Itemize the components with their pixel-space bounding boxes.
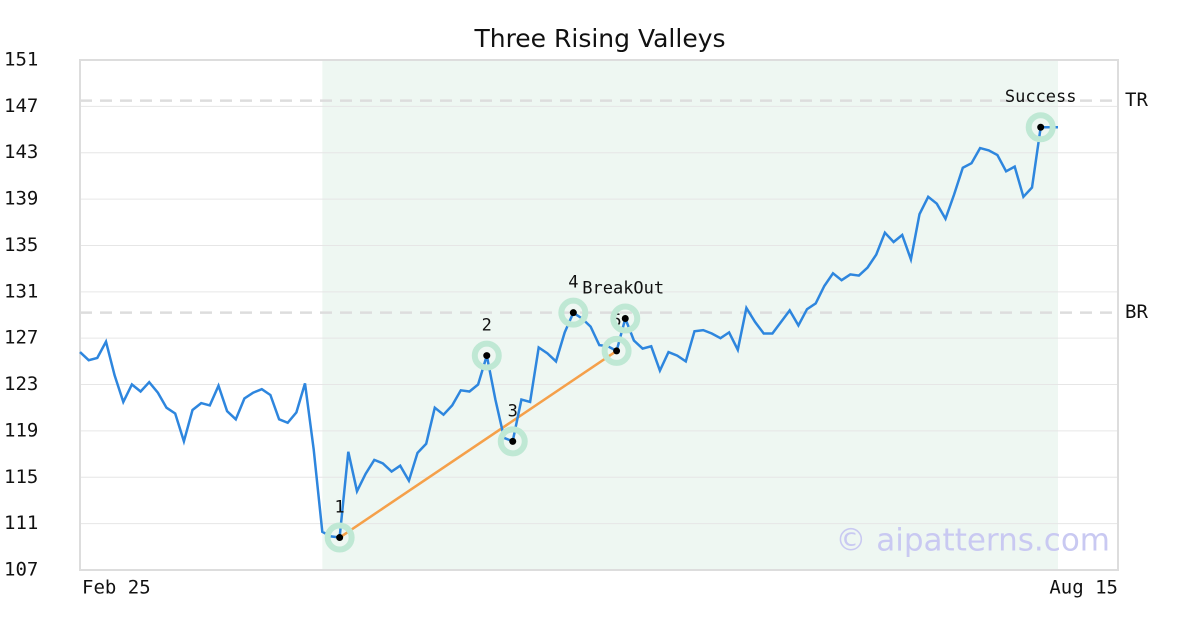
trendline: [338, 349, 618, 539]
y-tick-label: 147: [4, 95, 38, 117]
y-tick-label: 143: [4, 141, 38, 163]
plot-frame: [79, 59, 1119, 571]
y-tick-label: 111: [4, 512, 38, 534]
y-tick-label: 135: [4, 234, 38, 256]
y-tick-label: 123: [4, 373, 38, 395]
marker-halo: [610, 303, 641, 334]
marker-halo: [497, 426, 528, 457]
level-label: BR: [1125, 301, 1148, 323]
y-tick-label: 119: [4, 419, 38, 441]
y-tick-label: 151: [4, 49, 38, 71]
y-tick-label: 131: [4, 280, 38, 302]
shaded-region: [322, 60, 1058, 570]
marker-dot: [336, 534, 344, 542]
marker-dot: [569, 309, 577, 317]
watermark: © aipatterns.com: [835, 523, 1110, 559]
marker-label: 3: [508, 401, 518, 421]
x-tick-label: Aug 15: [1049, 577, 1118, 599]
marker-label: 5: [611, 311, 621, 331]
level-label: TR: [1125, 89, 1148, 111]
marker-halo: [601, 335, 632, 366]
marker-halo: [324, 522, 355, 553]
marker-dot: [509, 437, 517, 445]
marker-dot: [621, 314, 629, 322]
y-tick-label: 115: [4, 466, 38, 488]
y-tick-label: 127: [4, 327, 38, 349]
marker-halo: [471, 340, 502, 371]
marker-dot: [613, 347, 621, 355]
marker-dot: [1037, 123, 1045, 131]
marker-label: 2: [482, 316, 492, 336]
marker-label: 1: [335, 498, 345, 518]
marker-dot: [483, 352, 491, 360]
x-tick-label: Feb 25: [82, 577, 151, 599]
marker-halo: [1025, 112, 1056, 143]
y-tick-label: 139: [4, 188, 38, 210]
marker-halo: [558, 297, 589, 328]
y-tick-label: 107: [4, 559, 38, 581]
chart-title: Three Rising Valleys: [473, 24, 725, 53]
marker-label: Success: [1005, 87, 1077, 107]
marker-label: BreakOut: [582, 278, 664, 298]
marker-label: 4: [568, 273, 578, 293]
